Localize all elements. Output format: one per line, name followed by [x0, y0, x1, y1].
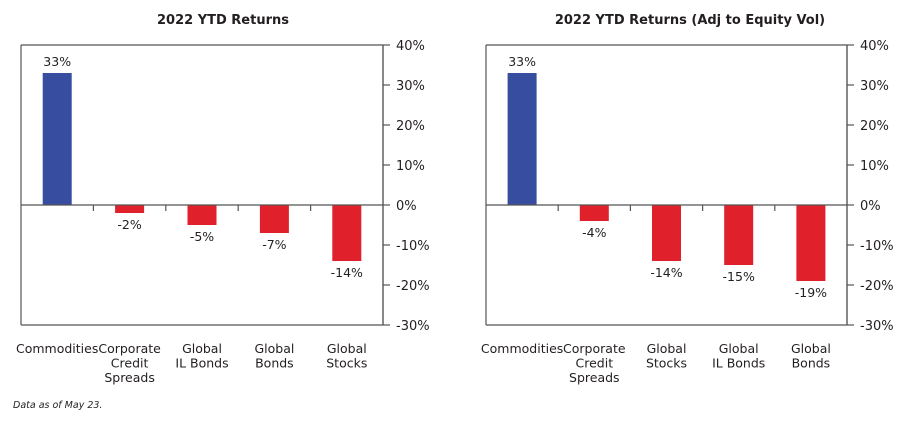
y-tick-label: 0%: [396, 199, 417, 214]
data-label: -19%: [795, 285, 827, 300]
data-label: -4%: [582, 225, 606, 240]
category-label: Credit: [111, 356, 149, 371]
category-label: IL Bonds: [712, 356, 765, 371]
bar: [507, 73, 537, 205]
bar: [259, 205, 289, 233]
y-tick-label: 10%: [396, 159, 425, 174]
y-tick-label: -20%: [396, 279, 430, 294]
y-tick-label: 40%: [860, 39, 889, 54]
category-label: Bonds: [255, 356, 294, 371]
data-label: -5%: [190, 229, 214, 244]
chart-title: 2022 YTD Returns (Adj to Equity Vol): [555, 13, 825, 28]
category-label: Global: [791, 341, 831, 356]
y-tick-label: -20%: [860, 279, 894, 294]
category-label: Global: [182, 341, 222, 356]
y-tick-label: 0%: [860, 199, 881, 214]
data-label: -14%: [650, 265, 682, 280]
bar: [579, 205, 609, 221]
y-tick-label: 30%: [396, 79, 425, 94]
data-label: -7%: [262, 237, 286, 252]
category-label: Global: [719, 341, 759, 356]
y-tick-label: 10%: [860, 159, 889, 174]
bar: [724, 205, 754, 265]
category-label: Global: [327, 341, 367, 356]
y-tick-label: 20%: [860, 119, 889, 134]
y-tick-label: -30%: [860, 319, 894, 334]
bar: [42, 73, 72, 205]
y-tick-label: 20%: [396, 119, 425, 134]
data-label: 33%: [508, 54, 536, 69]
category-label: Stocks: [326, 356, 367, 371]
category-label: Bonds: [792, 356, 831, 371]
category-label: Stocks: [646, 356, 687, 371]
category-label: Corporate: [98, 341, 161, 356]
category-label: IL Bonds: [175, 356, 228, 371]
category-label: Global: [647, 341, 687, 356]
bar: [115, 205, 145, 213]
category-label: Commodities: [16, 341, 98, 356]
y-tick-label: -30%: [396, 319, 430, 334]
category-label: Corporate: [563, 341, 626, 356]
bar: [332, 205, 362, 261]
category-label: Commodities: [481, 341, 563, 356]
bar: [652, 205, 681, 261]
y-tick-label: -10%: [396, 239, 430, 254]
category-label: Credit: [576, 356, 614, 371]
data-label: -15%: [723, 269, 755, 284]
y-tick-label: 40%: [396, 39, 425, 54]
category-label: Spreads: [104, 370, 155, 385]
category-label: Spreads: [569, 370, 620, 385]
y-tick-label: 30%: [860, 79, 889, 94]
footnote: Data as of May 23.: [13, 400, 103, 411]
data-label: -14%: [331, 265, 363, 280]
data-label: -2%: [117, 217, 141, 232]
bar: [187, 205, 217, 225]
data-label: 33%: [43, 54, 71, 69]
y-tick-label: -10%: [860, 239, 894, 254]
chart-title: 2022 YTD Returns: [157, 13, 289, 28]
bar: [796, 205, 826, 281]
category-label: Global: [254, 341, 294, 356]
